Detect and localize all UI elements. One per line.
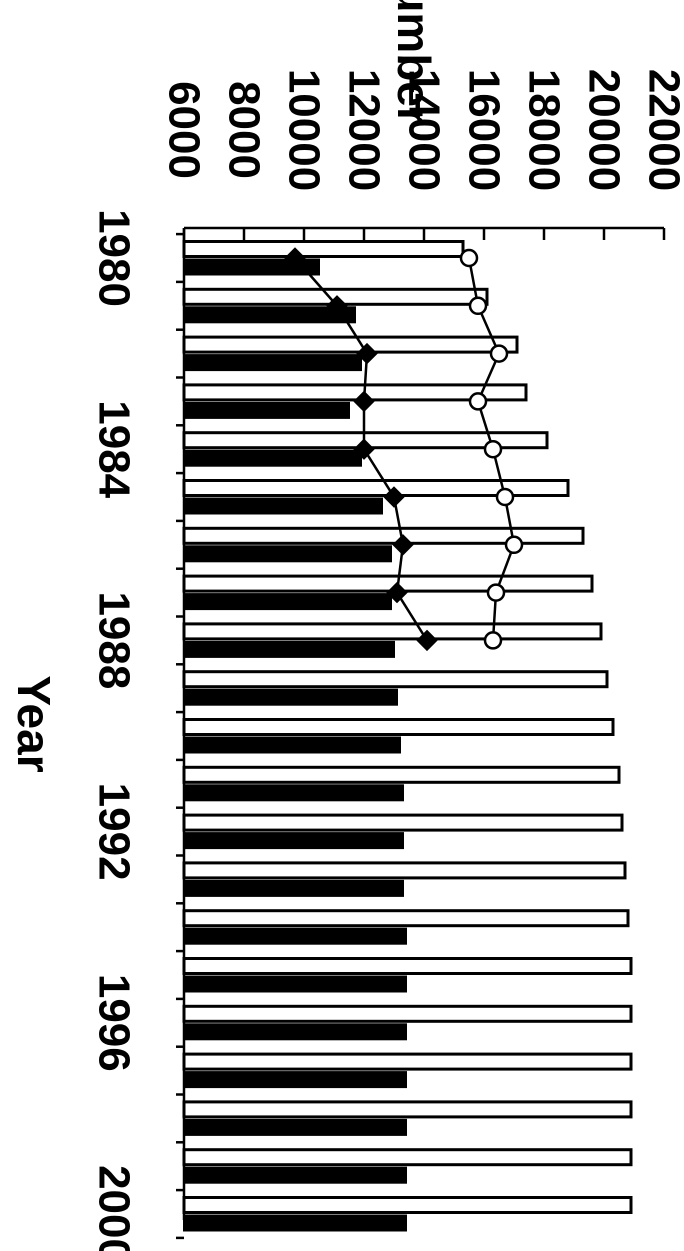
lines-layer xyxy=(284,247,524,652)
open-bar-1998 xyxy=(182,1100,633,1119)
y-axis-title: Number xyxy=(388,0,440,125)
value-tick-label: 10000 xyxy=(280,69,329,191)
value-tick-label: 22000 xyxy=(640,69,684,191)
filled-bar-1990 xyxy=(183,736,401,754)
tick-labels: 6000 8000 10000 12000 14000 16000 18000 20000 22… xyxy=(90,69,684,1251)
value-tick-label: 14000 xyxy=(400,69,449,191)
open-bar-1997 xyxy=(182,1052,633,1071)
open-bar-1990 xyxy=(182,718,615,736)
bars-layer xyxy=(182,240,633,1232)
filled-bar-1997 xyxy=(183,1071,407,1089)
open-bar-1995 xyxy=(182,957,633,975)
diamond-point-1980 xyxy=(284,247,306,269)
category-tick-label: 1980 xyxy=(90,209,139,307)
category-tick-label: 2000 xyxy=(90,1165,139,1251)
filled-bar-1993 xyxy=(183,879,404,897)
open-bar-1986 xyxy=(182,526,585,545)
value-tick-label: 18000 xyxy=(520,69,569,191)
category-tick-label: 1992 xyxy=(90,783,139,881)
open-bar-2000 xyxy=(182,1196,633,1214)
diamond-point-1986 xyxy=(392,534,414,556)
filled-bar-1999 xyxy=(183,1166,407,1184)
diamond-point-1981 xyxy=(326,295,348,317)
filled-bar-1983 xyxy=(183,401,350,419)
diamond-point-1982 xyxy=(356,342,378,365)
diamond-point-1984 xyxy=(353,438,375,460)
circle-point-1984 xyxy=(483,439,503,459)
diamond-point-1987 xyxy=(386,581,408,604)
open-bar-1994 xyxy=(182,909,630,928)
circle-point-1983 xyxy=(468,392,488,411)
circle-point-1981 xyxy=(468,296,488,316)
filled-bar-1981 xyxy=(183,306,356,324)
value-tick-label: 20000 xyxy=(580,69,629,191)
value-axis xyxy=(176,226,666,1240)
filled-bar-1994 xyxy=(183,927,407,945)
filled-bar-1991 xyxy=(183,784,404,802)
open-bar-1980 xyxy=(182,240,465,258)
diamond-point-1988 xyxy=(416,629,438,652)
open-bar-1993 xyxy=(182,861,627,880)
open-bar-1991 xyxy=(182,765,621,784)
value-tick-label: 16000 xyxy=(460,69,509,191)
open-bar-1987 xyxy=(182,574,594,593)
filled-bar-1992 xyxy=(183,832,404,850)
filled-bar-1989 xyxy=(183,688,398,706)
filled-bar-1998 xyxy=(183,1118,407,1136)
circle-point-1980 xyxy=(459,248,479,268)
filled-bar-1996 xyxy=(183,1023,407,1041)
filled-bar-1984 xyxy=(183,449,362,467)
x-axis-title: Year xyxy=(8,675,60,772)
open-bar-1999 xyxy=(182,1148,633,1167)
filled-bar-1988 xyxy=(183,640,395,658)
open-bar-1988 xyxy=(182,622,603,641)
circle-point-1986 xyxy=(504,535,524,555)
circle-point-1987 xyxy=(486,583,506,602)
filled-bar-1987 xyxy=(183,593,392,611)
filled-bar-1985 xyxy=(183,497,383,515)
circle-point-1982 xyxy=(489,344,509,363)
open-bar-1996 xyxy=(182,1004,633,1023)
open-bar-1989 xyxy=(182,670,609,689)
value-tick-label: 12000 xyxy=(340,69,389,191)
filled-bar-1986 xyxy=(183,545,392,563)
category-tick-label: 1996 xyxy=(90,974,139,1072)
circle-point-1988 xyxy=(483,631,503,650)
diamond-point-1985 xyxy=(383,486,405,508)
open-bar-1982 xyxy=(182,335,519,354)
filled-bar-2000 xyxy=(183,1214,407,1232)
filled-bar-1995 xyxy=(183,975,407,993)
circle-point-1985 xyxy=(495,487,515,507)
category-tick-label: 1988 xyxy=(90,591,139,689)
value-tick-label: 8000 xyxy=(220,81,269,179)
value-tick-label: 6000 xyxy=(160,81,209,179)
filled-bar-1982 xyxy=(183,354,362,372)
diamond-point-1983 xyxy=(353,390,375,413)
open-bar-1992 xyxy=(182,813,624,832)
category-tick-label: 1984 xyxy=(90,400,139,498)
